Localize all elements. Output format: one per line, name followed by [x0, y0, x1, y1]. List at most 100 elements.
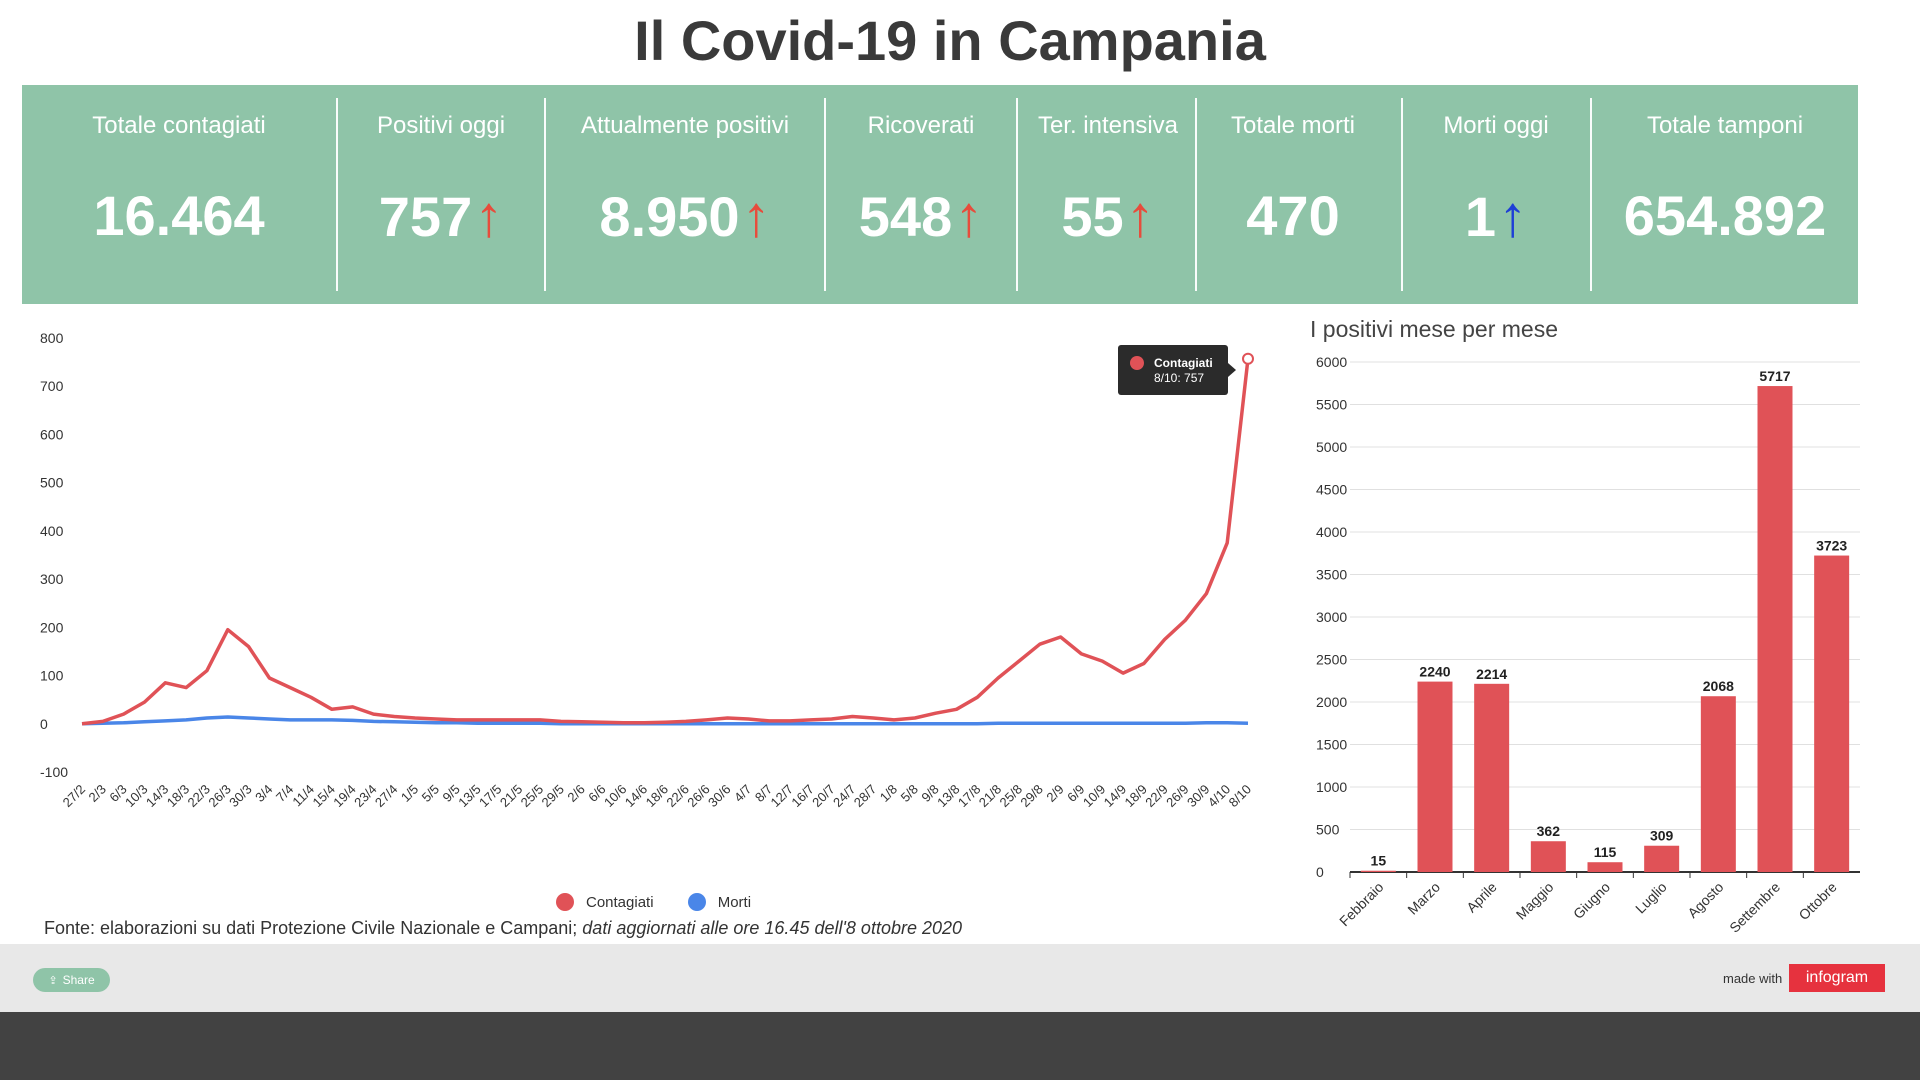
x-tick-label: 5/8 — [898, 782, 921, 805]
stat-number: 1 — [1464, 185, 1497, 248]
tooltip-swatch — [1130, 356, 1144, 370]
tooltip-pointer — [1228, 363, 1236, 377]
page-title: Il Covid-19 in Campania — [634, 9, 1266, 72]
bar-value-label: 5717 — [1759, 368, 1790, 384]
stat-divider — [1195, 98, 1197, 291]
y-tick-label: 4000 — [1316, 524, 1347, 540]
bar — [1417, 681, 1453, 872]
y-tick-label: 2500 — [1316, 652, 1347, 668]
y-tick-label: 5500 — [1316, 397, 1347, 413]
x-tick-label: 30/3 — [226, 782, 255, 811]
stat-label: Totale tamponi — [1646, 112, 1804, 139]
stat-ricoverati: Ricoverati 548↑ — [826, 85, 1016, 304]
stat-label: Ter. intensiva — [1037, 112, 1179, 139]
y-tick-label: 3500 — [1316, 567, 1347, 583]
y-tick-label: 0 — [1316, 864, 1324, 880]
stats-panel: Totale contagiati 16.464 Positivi oggi 7… — [22, 85, 1858, 304]
stat-number: 8.950 — [599, 185, 740, 248]
x-tick-label: Luglio — [1632, 879, 1670, 917]
bar — [1474, 683, 1510, 872]
stat-attualmente-positivi: Attualmente positivi 8.950↑ — [546, 85, 824, 304]
bar-value-label: 115 — [1594, 844, 1617, 860]
y-tick-label: 4500 — [1316, 482, 1347, 498]
x-tick-label: Aprile — [1463, 879, 1500, 916]
bar-value-label: 2240 — [1419, 664, 1450, 680]
legend-swatch — [687, 893, 706, 911]
bar — [1530, 841, 1566, 872]
source-updated: dati aggiornati alle ore 16.45 dell'8 ot… — [582, 918, 963, 938]
stat-divider — [824, 98, 826, 291]
x-tick-label: 28/7 — [851, 782, 880, 811]
series-line-contagiati — [81, 358, 1250, 726]
legend-item-contagiati[interactable]: Contagiati — [556, 893, 654, 911]
y-tick-label: 2000 — [1316, 694, 1347, 710]
stat-value: 470 — [1197, 183, 1389, 248]
y-tick-label: 5000 — [1316, 439, 1347, 455]
x-tick-label: Marzo — [1404, 879, 1443, 918]
x-tick-label: Settembre — [1726, 879, 1783, 936]
tooltip-series: Contagiati — [1154, 356, 1213, 370]
bar — [1757, 386, 1793, 872]
bar-value-label: 2214 — [1476, 666, 1507, 682]
stat-morti-oggi: Morti oggi 1↑ — [1403, 85, 1589, 304]
x-tick-label: 8/10 — [1226, 782, 1255, 811]
data-point — [1242, 352, 1254, 365]
stat-number: 654.892 — [1623, 184, 1827, 247]
bar — [1360, 870, 1396, 872]
y-tick-label: 1500 — [1316, 737, 1347, 753]
legend-label: Morti — [717, 893, 752, 911]
x-tick-label: Agosto — [1684, 879, 1726, 921]
stat-label: Positivi oggi — [376, 112, 506, 139]
stat-totale-contagiati: Totale contagiati 16.464 — [22, 85, 336, 304]
share-button[interactable]: ⇪ Share — [33, 968, 110, 992]
stat-terapia-intensiva: Ter. intensiva 55↑ — [1018, 85, 1198, 304]
bar-value-label: 15 — [1371, 853, 1387, 869]
stat-value: 55↑ — [1018, 183, 1198, 250]
bar-value-label: 3723 — [1816, 538, 1847, 554]
stat-number: 548 — [858, 185, 953, 248]
x-tick-label: 27/2 — [60, 782, 89, 811]
share-icon: ⇪ — [48, 974, 58, 987]
stat-totale-tamponi: Totale tamponi 654.892 — [1592, 85, 1858, 304]
stat-positivi-oggi: Positivi oggi 757↑ — [338, 85, 544, 304]
x-tick-label: Maggio — [1513, 879, 1557, 923]
stat-divider — [336, 98, 338, 291]
x-tick-label: 4/7 — [731, 782, 754, 805]
tooltip-value: 8/10: 757 — [1154, 371, 1204, 385]
x-tick-label: 5/5 — [419, 782, 442, 805]
made-with-label: made with — [1723, 971, 1783, 986]
x-tick-label: 27/4 — [372, 782, 401, 811]
stat-label: Totale contagiati — [92, 112, 266, 139]
bar-value-label: 309 — [1650, 828, 1674, 844]
y-tick-label: -100 — [40, 764, 68, 780]
stat-value: 548↑ — [826, 183, 1016, 250]
bar-value-label: 2068 — [1703, 678, 1734, 694]
chart-legend: Contagiati Morti — [556, 893, 781, 915]
y-tick-label: 6000 — [1316, 354, 1347, 370]
infogram-logo[interactable]: infogram — [1789, 964, 1885, 992]
bar — [1587, 862, 1623, 872]
stat-label: Attualmente positivi — [580, 112, 790, 139]
share-label: Share — [62, 973, 95, 987]
stat-divider — [1590, 98, 1592, 291]
x-tick-label: 1/8 — [877, 782, 900, 805]
stat-value: 654.892 — [1592, 183, 1858, 248]
y-tick-label: 1000 — [1316, 779, 1347, 795]
bar-chart: 0 500 1000 1500 2000 2500 3000 3500 4000 4500 5000… — [1316, 354, 1860, 936]
arrow-up-icon: ↑ — [741, 184, 771, 249]
legend-label: Contagiati — [586, 893, 654, 911]
x-tick-label: 1/5 — [398, 782, 421, 805]
bar-value-label: 362 — [1537, 823, 1561, 839]
stat-value: 16.464 — [22, 183, 336, 248]
x-tick-label: 2/3 — [86, 782, 109, 805]
arrow-up-icon: ↑ — [954, 184, 984, 249]
stat-number: 55 — [1061, 185, 1124, 248]
y-tick-label: 500 — [1316, 822, 1340, 838]
arrow-up-icon: ↑ — [474, 184, 504, 249]
line-chart: -100010020030040050060070080027/22/36/31… — [40, 330, 1255, 811]
legend-item-morti[interactable]: Morti — [687, 893, 752, 911]
legend-swatch — [556, 893, 574, 911]
arrow-up-icon: ↑ — [1498, 184, 1528, 249]
bottom-bar — [0, 1012, 1920, 1080]
stat-label: Totale morti — [1230, 112, 1356, 139]
